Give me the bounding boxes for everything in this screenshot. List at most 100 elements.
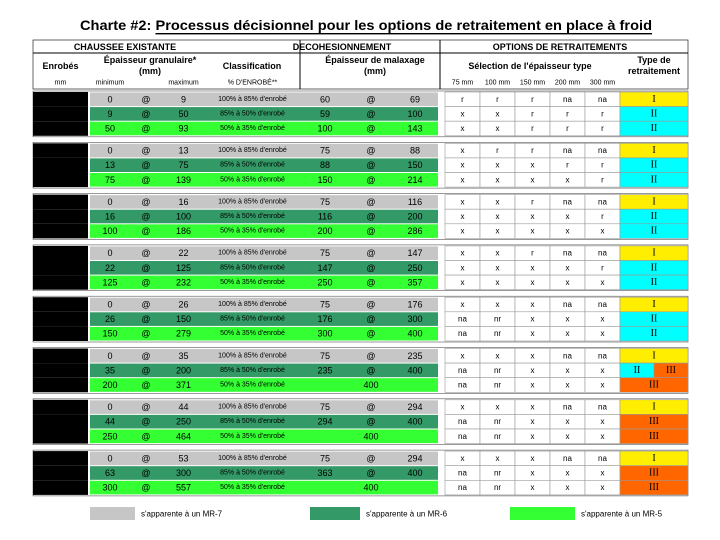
selection-value: r <box>601 161 604 170</box>
data-cell <box>90 275 438 290</box>
granular-max: 100 <box>176 212 191 222</box>
malaxage-min: 100 <box>317 124 332 134</box>
malaxage-max: 176 <box>407 300 422 310</box>
separator: @ <box>366 314 375 324</box>
data-cell <box>90 92 438 107</box>
separator: @ <box>366 402 375 412</box>
malaxage-min: 75 <box>320 351 330 361</box>
selection-value: na <box>598 454 607 463</box>
malaxage-min: 250 <box>317 277 332 287</box>
unit-header: minimum <box>96 80 125 87</box>
separator: @ <box>141 263 150 273</box>
selection-value: x <box>461 161 465 170</box>
selection-value: r <box>566 109 569 118</box>
granular-min: 250 <box>102 431 117 441</box>
selection-value: nr <box>494 417 501 426</box>
granular-max: 139 <box>176 175 191 185</box>
type-value: II <box>651 108 658 119</box>
selection-value: x <box>461 146 465 155</box>
enrobes-value: 200 <box>53 380 68 390</box>
enrobes-cell <box>33 92 88 107</box>
selection-value: x <box>531 263 535 272</box>
enrobes-cell <box>33 297 88 312</box>
selection-value: r <box>531 146 534 155</box>
malaxage-min: 235 <box>317 365 332 375</box>
selection-value: x <box>601 278 605 287</box>
granular-min: 50 <box>105 124 115 134</box>
selection-value: x <box>461 175 465 184</box>
selection-value: x <box>531 212 535 221</box>
column-header: Classification <box>223 61 282 71</box>
selection-value: x <box>496 278 500 287</box>
selection-value: x <box>531 432 535 441</box>
enrobes-value: 125 <box>53 263 68 273</box>
selection-value: na <box>598 351 607 360</box>
selection-value: na <box>563 351 572 360</box>
header-box <box>32 39 689 90</box>
separator: @ <box>366 124 375 134</box>
data-cell <box>90 209 438 224</box>
separator: @ <box>366 226 375 236</box>
granular-min: 200 <box>102 380 117 390</box>
selection-value: x <box>601 417 605 426</box>
granular-min: 0 <box>107 94 112 104</box>
selection-value: x <box>531 278 535 287</box>
malaxage-min: 147 <box>317 263 332 273</box>
data-cell <box>90 466 438 480</box>
enrobes-cell <box>33 245 88 261</box>
data-cell <box>90 363 438 378</box>
legend-label: s'apparente à un MR-5 <box>581 510 663 519</box>
enrobes-cell <box>33 326 88 341</box>
selection-value: x <box>531 366 535 375</box>
granular-min: 100 <box>102 226 117 236</box>
title-text: Processus décisionnel pour les options d… <box>155 17 652 33</box>
selection-value: nr <box>494 381 501 390</box>
column-header: Enrobés <box>42 61 78 71</box>
selection-value: x <box>566 329 570 338</box>
granular-max: 371 <box>176 380 191 390</box>
classification: 50% à 35% d'enrobé <box>220 228 285 235</box>
data-cell <box>90 297 438 312</box>
malaxage-max: 69 <box>410 94 420 104</box>
enrobes-cell <box>33 399 88 415</box>
classification: 85% à 50% d'enrobé <box>220 213 285 220</box>
selection-value: x <box>566 366 570 375</box>
data-cell <box>90 195 438 209</box>
selection-value: x <box>566 432 570 441</box>
type-value: I <box>652 196 655 207</box>
granular-min: 0 <box>107 146 112 156</box>
malaxage-min: 363 <box>317 468 332 478</box>
granular-min: 44 <box>105 417 115 427</box>
data-cell <box>90 173 438 187</box>
classification: 85% à 50% d'enrobé <box>220 264 285 271</box>
malaxage-max: 400 <box>407 365 422 375</box>
separator: @ <box>141 483 150 493</box>
selection-value: x <box>496 109 500 118</box>
selection-value: na <box>458 381 467 390</box>
malaxage-max: 294 <box>407 453 422 463</box>
section-header: OPTIONS DE RETRAITEMENTS <box>493 42 628 52</box>
enrobes-cell <box>33 480 88 495</box>
granular-min: 0 <box>107 197 112 207</box>
unit-header: maximum <box>168 80 199 87</box>
data-cell <box>90 246 438 260</box>
selection-value: na <box>563 146 572 155</box>
malaxage-min: 75 <box>320 197 330 207</box>
selection-value: x <box>531 417 535 426</box>
selection-value: na <box>563 197 572 206</box>
malaxage-min: 116 <box>318 212 332 222</box>
separator: @ <box>366 300 375 310</box>
type-value: III <box>666 365 676 376</box>
thickness-header: 300 mm <box>590 80 615 87</box>
selection-value: x <box>496 212 500 221</box>
granular-min: 13 <box>105 160 115 170</box>
enrobes-value: 250 <box>53 402 68 412</box>
separator: @ <box>366 94 375 104</box>
legend-swatch <box>510 507 575 520</box>
data-cell <box>90 414 438 429</box>
granular-min: 0 <box>107 300 112 310</box>
classification: 50% à 35% d'enrobé <box>220 176 285 183</box>
type-value: I <box>652 350 655 361</box>
malaxage-min: 60 <box>320 94 330 104</box>
selection-value: x <box>531 469 535 478</box>
